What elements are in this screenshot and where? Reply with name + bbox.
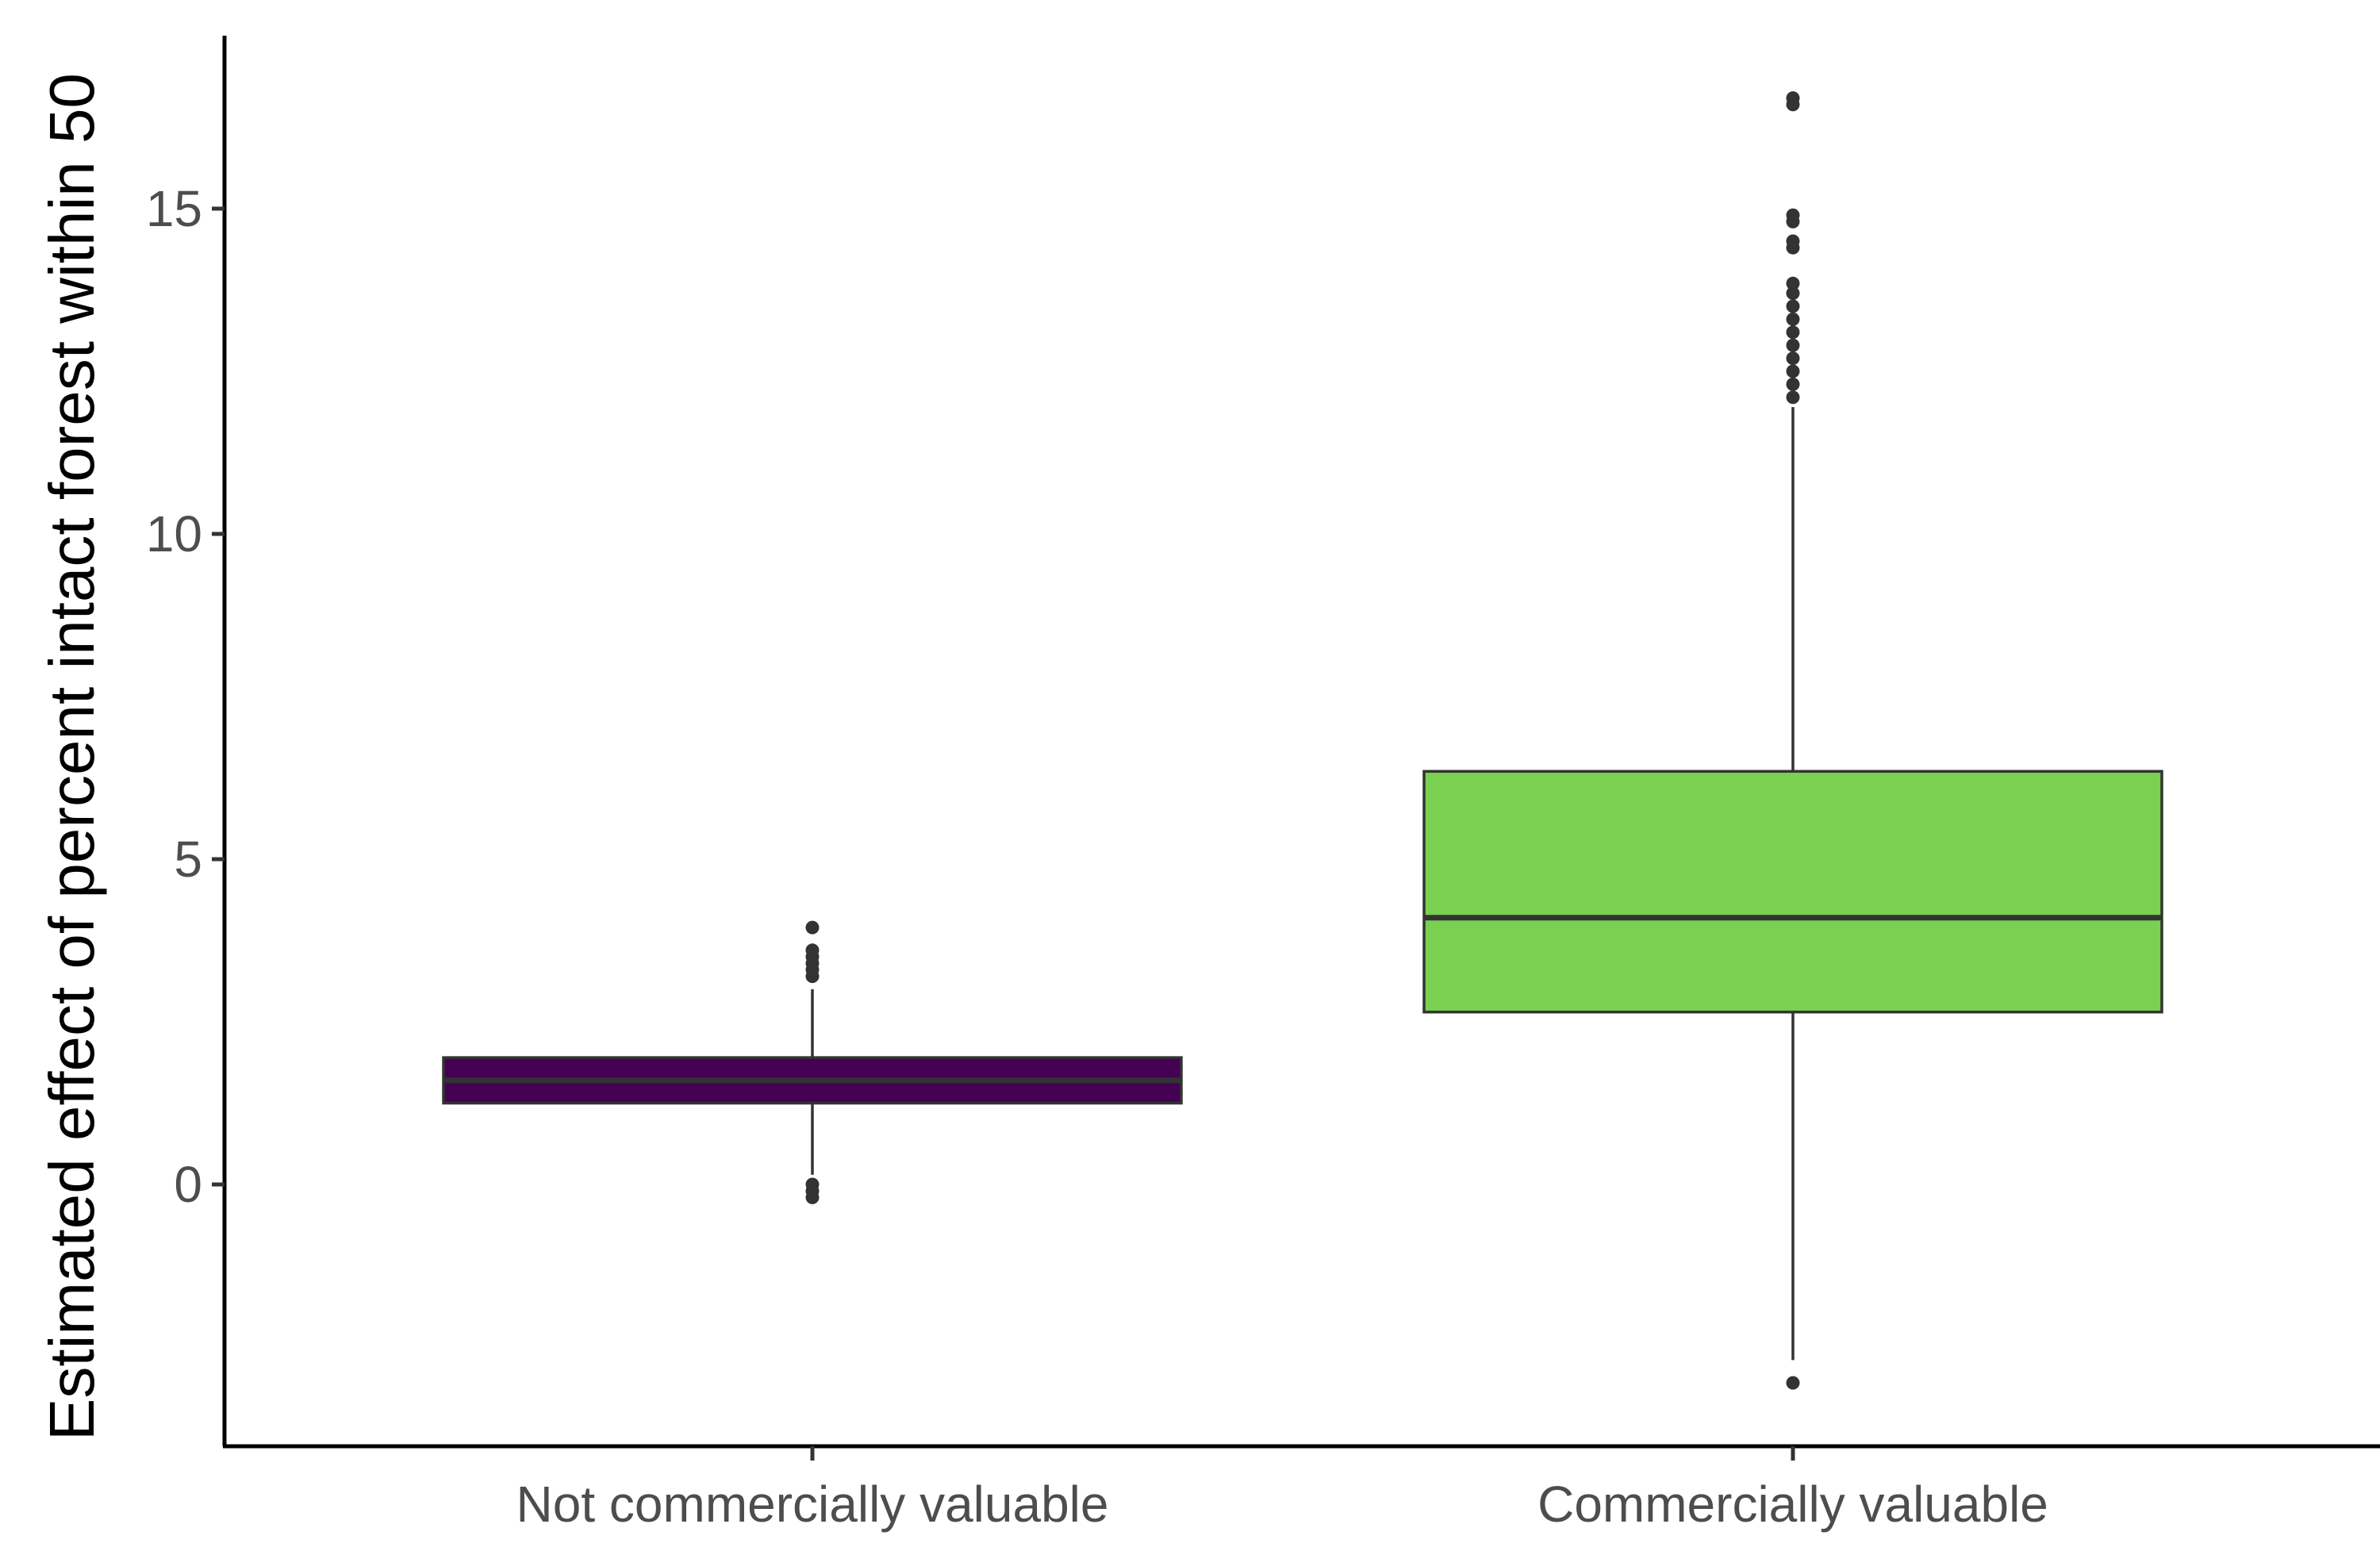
y-tick-label: 5 bbox=[174, 831, 202, 888]
boxes-layer bbox=[442, 91, 2163, 1390]
y-tick-label: 0 bbox=[174, 1156, 202, 1213]
outlier-point bbox=[1786, 351, 1800, 366]
outlier-point bbox=[1786, 377, 1800, 391]
outlier-point bbox=[1786, 390, 1800, 405]
outlier-point bbox=[1786, 325, 1800, 340]
box-group bbox=[442, 920, 1183, 1204]
outlier-point bbox=[805, 920, 820, 935]
y-tick-label: 15 bbox=[146, 180, 202, 237]
x-tick-label: Commercially valuable bbox=[1537, 1476, 2048, 1533]
outlier-point bbox=[1786, 312, 1800, 326]
outlier-point bbox=[1786, 234, 1800, 248]
x-tick-label: Not commercially valuable bbox=[516, 1476, 1109, 1533]
outlier-point bbox=[1786, 299, 1800, 313]
outlier-point bbox=[1786, 338, 1800, 352]
outlier-point bbox=[805, 943, 820, 958]
outlier-point bbox=[1786, 276, 1800, 290]
outlier-point bbox=[1786, 208, 1800, 222]
outlier-point bbox=[1786, 364, 1800, 378]
ticks-layer: 0 5 10 15 Not commercially valuable Commercia… bbox=[146, 180, 2048, 1533]
outlier-point bbox=[1786, 1376, 1800, 1390]
y-tick-label: 10 bbox=[146, 505, 202, 562]
box-group bbox=[1422, 91, 2163, 1390]
outlier-point bbox=[1786, 286, 1800, 301]
outlier-point bbox=[805, 1190, 820, 1204]
outlier-point bbox=[1786, 91, 1800, 106]
y-axis-title: Estimated effect of percent intact fores… bbox=[36, 73, 107, 1441]
box-iqr bbox=[1422, 770, 2163, 1014]
axes-layer bbox=[222, 36, 2380, 1449]
